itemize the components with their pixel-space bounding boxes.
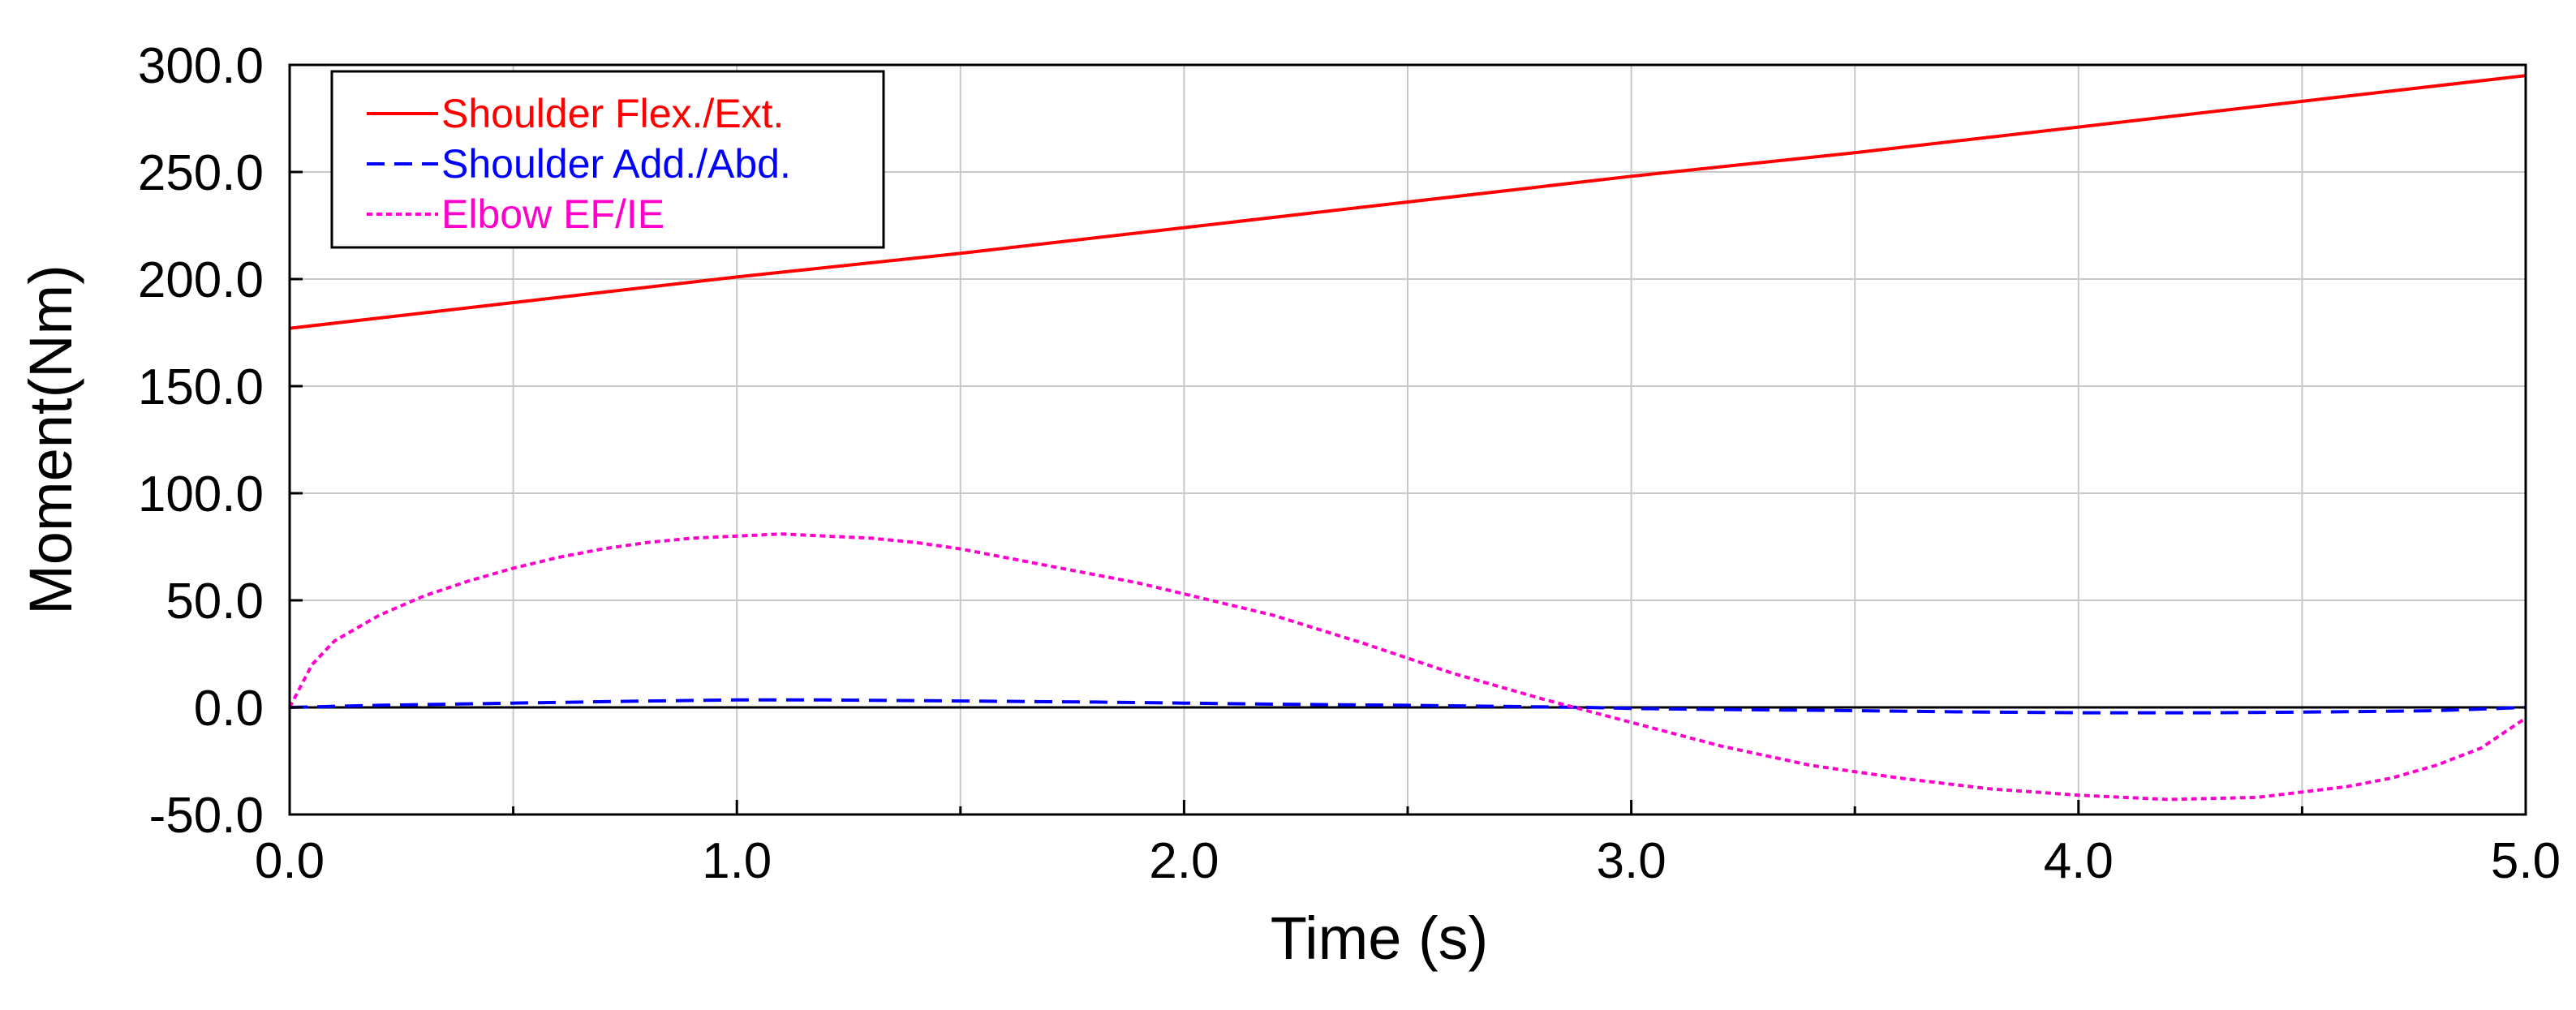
y-tick-label: 200.0 bbox=[138, 252, 264, 308]
tick-marks bbox=[290, 63, 2303, 816]
x-tick-label: 5.0 bbox=[2491, 833, 2561, 889]
legend-label-elbow-ef-ie: Elbow EF/IE bbox=[441, 191, 664, 237]
x-tick-label: 4.0 bbox=[2044, 833, 2114, 889]
y-tick-label: -50.0 bbox=[149, 788, 264, 844]
y-tick-label: 150.0 bbox=[138, 359, 264, 415]
x-tick-label: 2.0 bbox=[1149, 833, 1219, 889]
y-tick-label: 300.0 bbox=[138, 38, 264, 94]
series-line-elbow-ef-ie bbox=[288, 532, 2527, 802]
legend-items: Shoulder Flex./Ext. Shoulder Add./Abd.Elb… bbox=[367, 91, 791, 237]
legend-label-shoulder-add-abd: Shoulder Add./Abd. bbox=[441, 141, 791, 187]
y-tick-labels: -50.0 0.0 50.0 100.0 150.0 200.0 250.0 300.0 bbox=[138, 38, 264, 844]
x-tick-label: 1.0 bbox=[702, 833, 772, 889]
x-tick-label: 0.0 bbox=[255, 833, 325, 889]
legend-label-shoulder-flex-ext: Shoulder Flex./Ext. bbox=[441, 91, 784, 136]
series-line-shoulder-add-abd bbox=[289, 698, 2527, 715]
y-tick-label: 100.0 bbox=[138, 466, 264, 522]
x-axis-title: Time (s) bbox=[1271, 905, 1489, 972]
y-tick-label: 0.0 bbox=[194, 681, 264, 737]
legend: Shoulder Flex./Ext. Shoulder Add./Abd.Elb… bbox=[330, 70, 885, 249]
x-tick-label: 3.0 bbox=[1596, 833, 1666, 889]
y-tick-label: 250.0 bbox=[138, 145, 264, 201]
y-axis-title: Moment(Nm) bbox=[17, 264, 84, 615]
x-tick-labels: 0.0 1.0 2.0 3.0 4.0 5.0 bbox=[255, 833, 2561, 889]
legend-box bbox=[330, 70, 885, 249]
series-line-shoulder-flex-ext bbox=[289, 74, 2527, 330]
series-lines bbox=[288, 74, 2527, 802]
y-tick-label: 50.0 bbox=[166, 574, 264, 630]
